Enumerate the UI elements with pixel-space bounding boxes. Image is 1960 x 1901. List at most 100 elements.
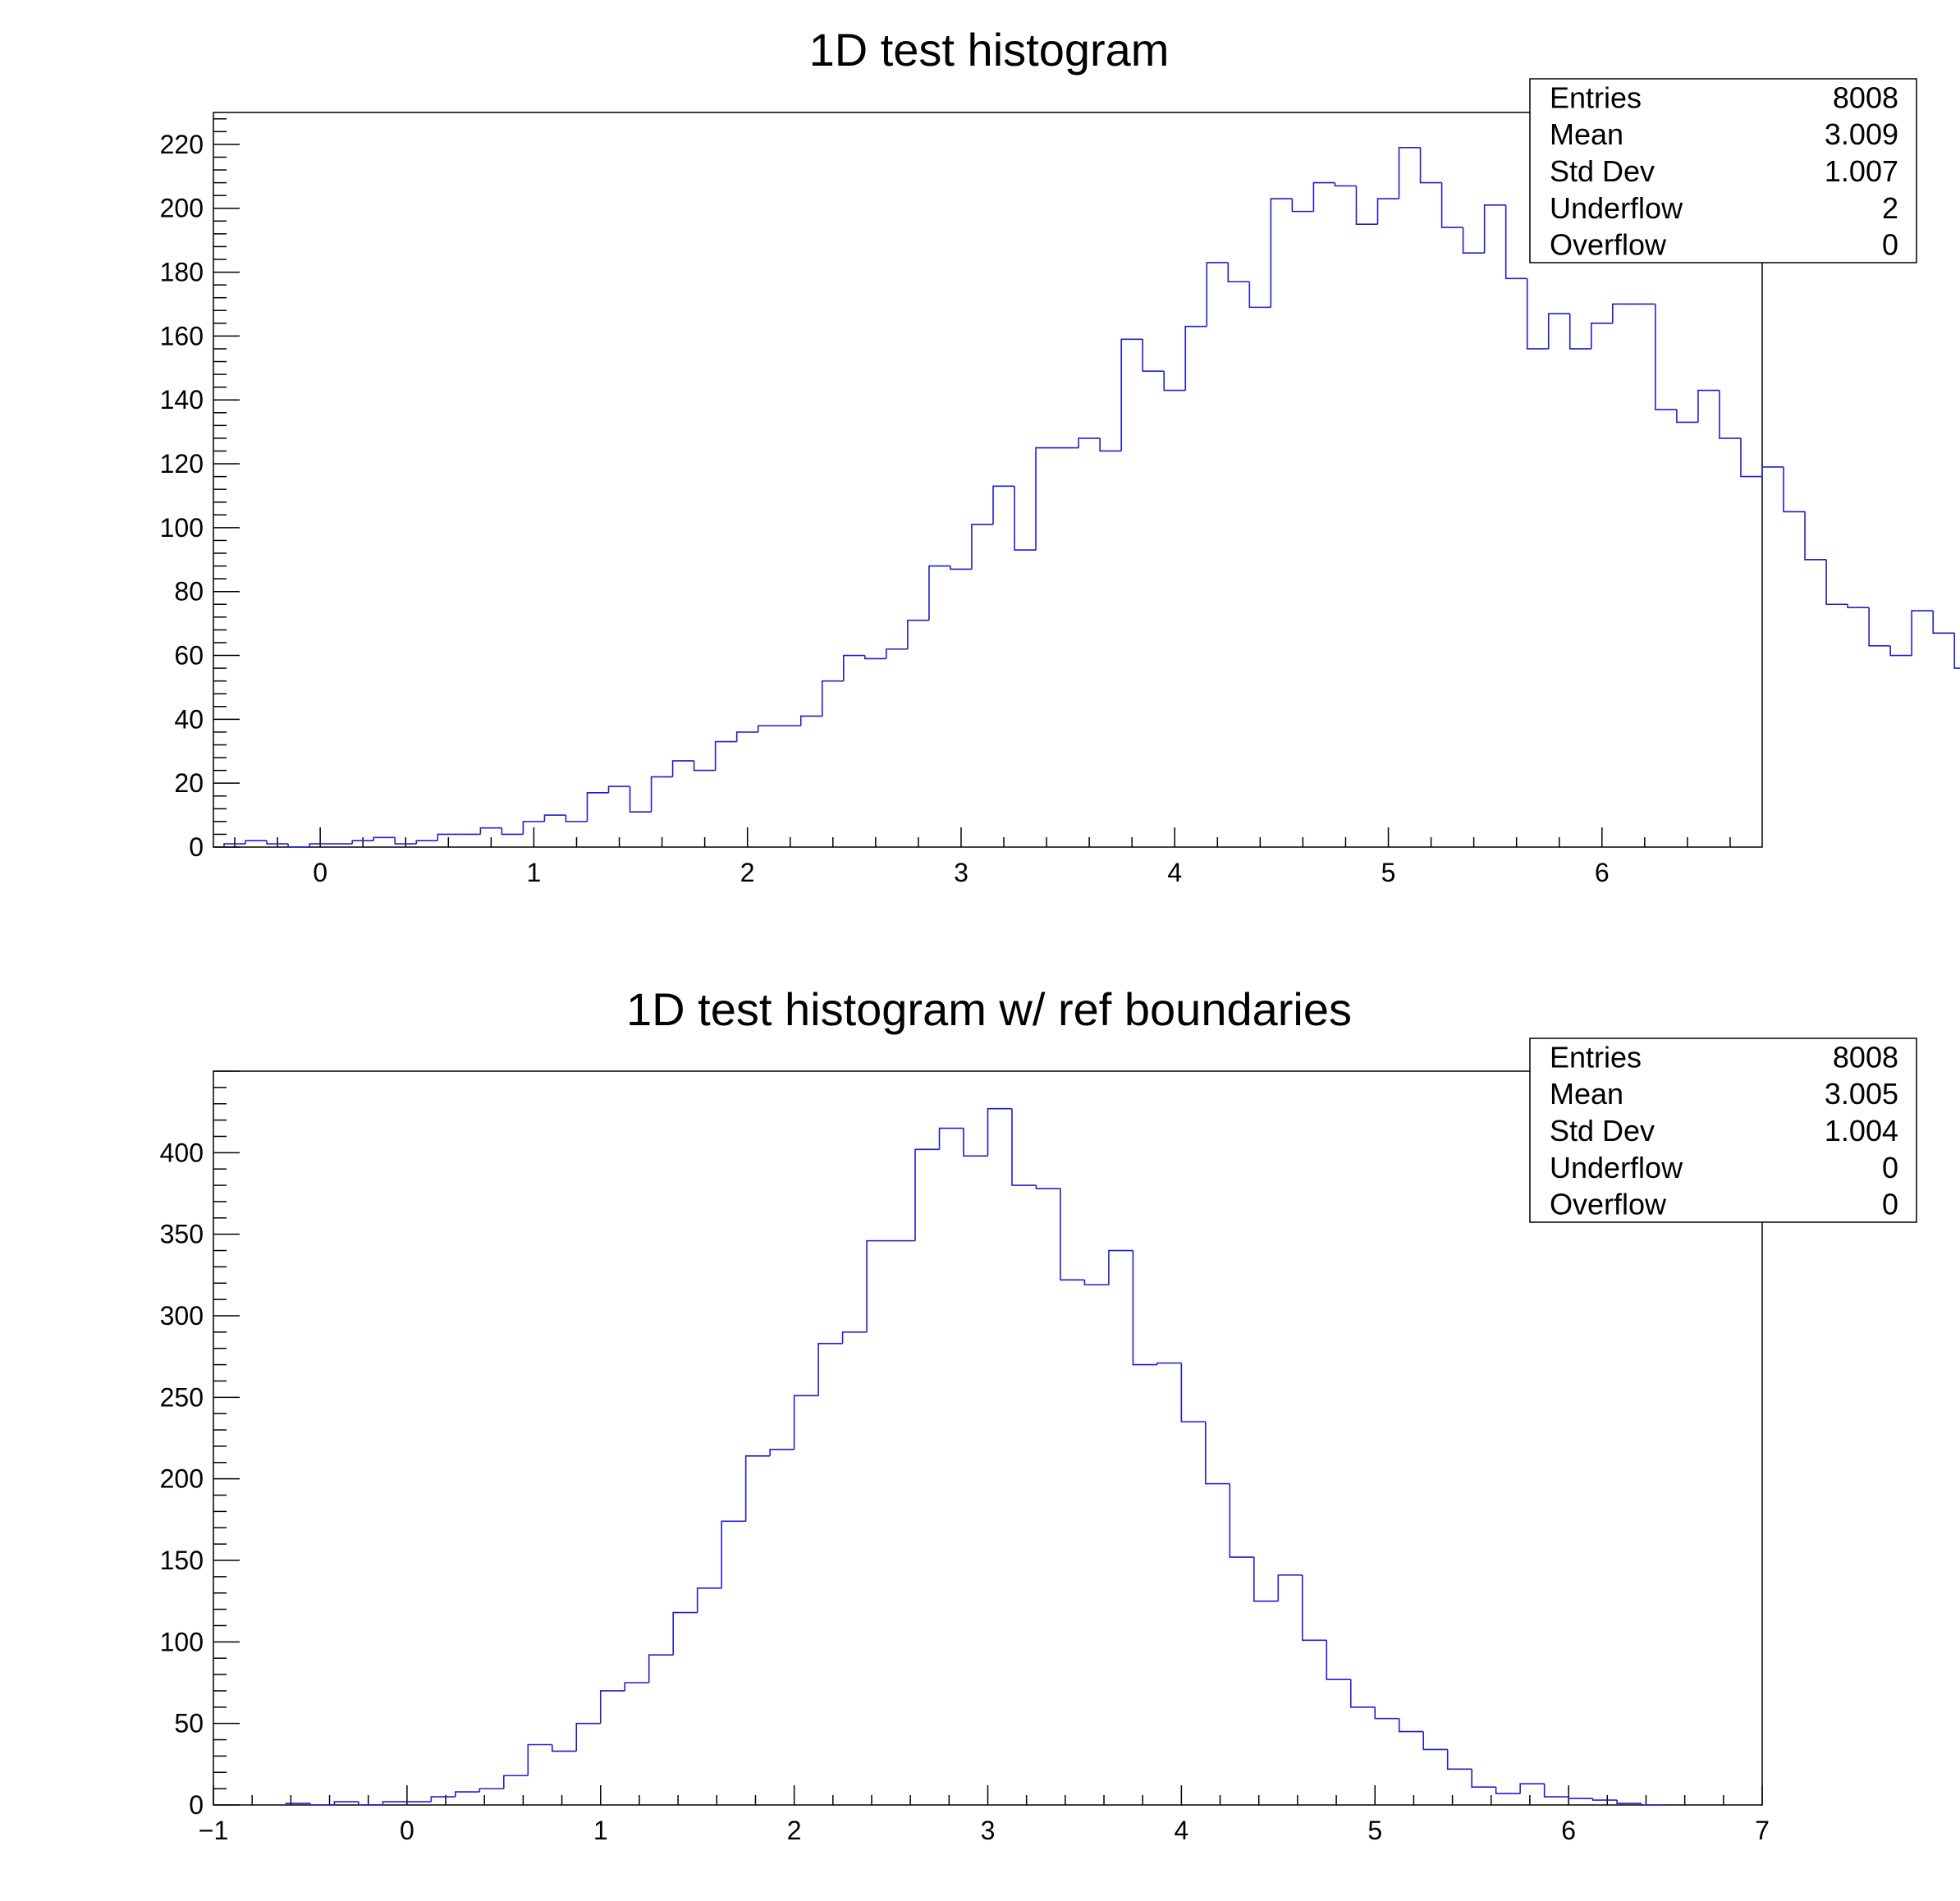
stats-label: Std Dev (1550, 1114, 1655, 1147)
histogram-bin (1205, 1422, 1230, 1485)
histogram-bin (1014, 486, 1037, 551)
histogram-bin (1847, 604, 1870, 608)
stats-label: Underflow (1550, 191, 1683, 225)
histogram-bin (1180, 1363, 1206, 1422)
histogram-bin (1953, 633, 1960, 669)
histogram-bin (351, 840, 374, 845)
histogram-bin (1248, 282, 1271, 309)
histogram-bin (543, 814, 566, 822)
histogram-bin (373, 836, 396, 841)
histogram-bin (575, 1722, 601, 1752)
histogram-bin (1099, 437, 1122, 452)
histogram-bin (1253, 1557, 1279, 1602)
histogram-bin (1568, 1797, 1593, 1799)
histogram-bin (1302, 1574, 1327, 1642)
x-tick-label: 3 (954, 858, 969, 887)
y-tick-label: 100 (160, 513, 204, 543)
histogram-bin (992, 485, 1015, 524)
histogram-bin (1697, 389, 1720, 423)
histogram-bin (1270, 198, 1293, 308)
y-tick-label: 100 (160, 1627, 204, 1656)
histogram-bin (696, 1587, 722, 1613)
stats-box-frame (1529, 78, 1917, 263)
histogram-bin (479, 1788, 504, 1793)
histogram-bin (1156, 1362, 1182, 1365)
stats-label: Mean (1550, 1077, 1623, 1111)
histogram-bin (843, 654, 865, 681)
histogram-bin (1676, 409, 1698, 424)
y-tick-label: 220 (160, 130, 204, 159)
histogram-bin (769, 1449, 795, 1456)
histogram-bin (1376, 198, 1399, 225)
y-tick-label: 20 (174, 768, 204, 798)
y-tick-label: 140 (160, 385, 204, 415)
stats-value: 8008 (1833, 1040, 1898, 1074)
histogram-bin (266, 841, 289, 845)
y-tick-label: 50 (174, 1709, 204, 1738)
histogram-bin (551, 1744, 577, 1752)
histogram-bin (358, 1802, 383, 1806)
histogram-bin (1719, 390, 1741, 439)
histogram-bin (501, 827, 524, 836)
histogram-bin (735, 731, 758, 742)
histogram-bin (648, 1654, 674, 1683)
histogram-bin (1078, 437, 1101, 448)
y-tick-label: 0 (189, 1790, 204, 1820)
histogram-bin (586, 792, 609, 822)
histogram-bin (693, 760, 716, 772)
histogram-bin (1334, 182, 1357, 187)
histogram-bin (821, 680, 844, 717)
bottom-chart-title: 1D test histogram w/ ref boundaries (626, 983, 1352, 1035)
x-tick-label: 7 (1755, 1816, 1770, 1845)
stats-value: 3.009 (1825, 117, 1898, 151)
y-tick-label: 350 (160, 1220, 204, 1249)
histogram-bin (287, 844, 310, 848)
stats-value: 2 (1882, 191, 1898, 225)
histogram-bin (971, 524, 994, 570)
histogram-bin (1184, 325, 1207, 391)
histogram-bin (333, 1801, 359, 1805)
histogram-bin (1349, 1679, 1376, 1708)
histogram-bin (841, 1331, 868, 1344)
stats-value: 0 (1882, 1188, 1898, 1221)
histogram-bin (744, 1455, 771, 1522)
stats-label: Overflow (1550, 228, 1667, 262)
histogram-bin (455, 1791, 480, 1798)
histogram-bin (886, 648, 908, 659)
x-tick-label: 5 (1381, 858, 1396, 887)
histogram-bin (650, 776, 673, 813)
stats-label: Underflow (1550, 1151, 1683, 1184)
histogram-bin (1035, 447, 1058, 551)
y-tick-label: 80 (174, 577, 204, 607)
histogram-bin (479, 827, 502, 835)
stats-box: Entries 8008 Mean 3.005 Std Dev 1.004 Underflo… (1529, 1038, 1917, 1223)
histogram-bin (1446, 1749, 1472, 1770)
y-tick-label: 0 (189, 832, 204, 862)
x-tick-label: 0 (400, 1816, 414, 1845)
histogram-bin (607, 786, 630, 793)
histogram-bin (415, 840, 438, 845)
histogram-bin (1227, 262, 1250, 283)
stats-label: Entries (1550, 1040, 1642, 1074)
y-tick-label: 400 (160, 1138, 204, 1167)
histogram-bin (793, 1395, 819, 1450)
histogram-bin (624, 1682, 649, 1691)
stats-label: Std Dev (1550, 154, 1655, 188)
top-histogram-panel: 1D test histogram 0 1 2 3 4 5 6020406080100120… (160, 24, 1960, 887)
histogram-bin (1355, 186, 1378, 225)
stats-label: Overflow (1550, 1188, 1667, 1221)
x-tick-label: 1 (593, 1816, 608, 1845)
histogram-bin (817, 1342, 843, 1396)
histogram-bin (1471, 1769, 1496, 1788)
histogram-bin (714, 740, 737, 771)
histogram-bin (1060, 1189, 1085, 1281)
stats-value: 3.005 (1825, 1077, 1898, 1111)
histogram-bin (1163, 371, 1186, 392)
histogram-bin (430, 1796, 456, 1803)
histogram-bin (1783, 466, 1806, 513)
histogram-bin (394, 837, 417, 845)
histogram-bin (1419, 147, 1442, 184)
x-tick-label: 3 (981, 1816, 996, 1845)
histogram-bin (864, 655, 886, 660)
bottom-histogram-panel: 1D test histogram w/ ref boundaries −1 0 1… (160, 983, 1917, 1845)
